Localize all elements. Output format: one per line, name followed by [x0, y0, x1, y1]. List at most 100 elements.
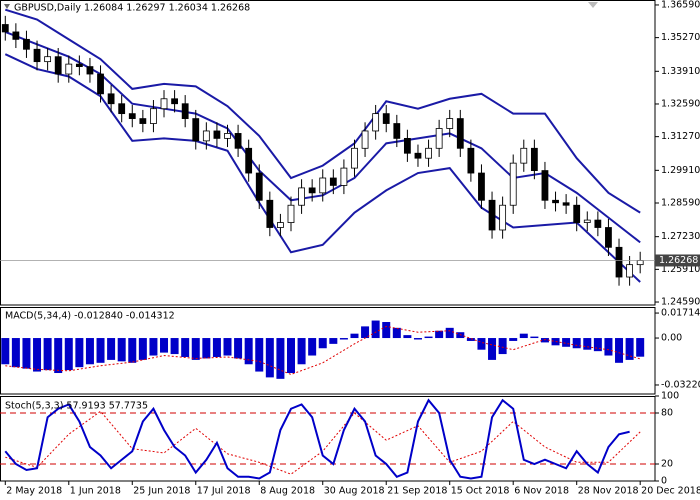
candle-body — [44, 56, 52, 63]
candle-body — [552, 199, 559, 204]
macd-bar — [636, 338, 645, 357]
candle-body — [181, 103, 189, 119]
candle-body — [54, 56, 62, 75]
macd-bar — [297, 338, 306, 365]
candle-body — [605, 227, 612, 248]
macd-bar — [54, 338, 63, 374]
macd-bar — [223, 338, 232, 356]
candle-body — [255, 172, 263, 201]
macd-bar — [583, 338, 592, 350]
candle-body — [488, 199, 496, 231]
symbol-icon — [4, 4, 10, 9]
y-tick-label: 1.27230 — [661, 231, 700, 242]
macd-bar — [22, 338, 31, 369]
main-title: GBPUSD,Daily 1.26084 1.26297 1.26034 1.2… — [14, 3, 250, 14]
candle-body — [86, 66, 94, 75]
macd-bar — [212, 338, 221, 357]
candle-body — [530, 147, 538, 171]
candle-body — [107, 93, 115, 105]
candle-body — [615, 246, 623, 278]
macd-bar — [255, 338, 264, 372]
x-tick-label: 25 Jun 2018 — [133, 486, 190, 497]
candle-body — [372, 113, 380, 132]
y-tick-label: 1.24590 — [661, 297, 700, 308]
candle-body — [171, 98, 178, 105]
macd-bar — [445, 327, 454, 339]
y-tick-label: 20 — [661, 459, 673, 470]
macd-bar — [509, 338, 518, 341]
macd-bar — [85, 338, 94, 365]
candle-body — [425, 147, 432, 159]
x-tick-label: 6 Nov 2018 — [514, 486, 569, 497]
candle-body — [65, 63, 73, 75]
candle-body — [202, 130, 210, 142]
macd-signal — [5, 325, 641, 376]
main-panel-frame — [0, 0, 656, 306]
macd-bar — [604, 338, 613, 356]
macd-bar — [477, 338, 486, 350]
macd-bar — [33, 338, 42, 372]
y-tick-label: 80 — [661, 408, 673, 419]
macd-bar — [382, 322, 391, 339]
macd-bar — [160, 338, 169, 353]
x-tick-label: 21 Sep 2018 — [387, 486, 447, 497]
stoch-title: Stoch(5,3,3) 57.9193 57.7735 — [5, 401, 148, 412]
macd-bar — [234, 338, 243, 359]
candle-body — [150, 108, 157, 124]
stoch-signal — [5, 410, 641, 475]
candle-body — [160, 98, 168, 110]
candle-body — [361, 130, 369, 149]
candle-body — [118, 103, 126, 115]
macd-bar — [149, 338, 158, 356]
bollinger-band — [4, 8, 641, 214]
candle-body — [583, 219, 591, 223]
candle-body — [224, 133, 231, 139]
macd-bar — [107, 338, 116, 360]
macd-bar — [530, 336, 539, 339]
macd-bar — [64, 338, 73, 371]
macd-bar — [138, 338, 147, 360]
macd-bar — [371, 320, 380, 339]
candle-body — [573, 204, 581, 223]
macd-panel-frame — [0, 307, 656, 395]
y-tick-label: 1.32590 — [661, 98, 700, 109]
candle-body — [509, 162, 517, 206]
candle-body — [467, 147, 475, 174]
x-tick-label: 8 Aug 2018 — [260, 486, 315, 497]
macd-bar — [572, 338, 581, 349]
candle-body — [75, 63, 83, 67]
x-tick-label: 17 Jul 2018 — [197, 486, 251, 497]
macd-bar — [191, 338, 200, 360]
macd-bar — [11, 338, 20, 368]
candle-body — [287, 204, 295, 223]
macd-bar — [339, 338, 348, 340]
candle-body — [382, 113, 390, 124]
macd-bar — [498, 338, 507, 355]
macd-bar — [244, 338, 253, 365]
candle-body — [234, 133, 242, 149]
macd-bar — [551, 338, 560, 346]
macd-bar — [625, 338, 634, 360]
candle-body — [277, 222, 284, 228]
macd-bar — [43, 338, 52, 371]
candle-body — [128, 113, 136, 119]
y-tick-label: 1.33910 — [661, 66, 700, 77]
candle-body — [23, 38, 30, 50]
candle-body — [594, 219, 602, 228]
candle-body — [213, 130, 221, 139]
macd-bar — [350, 333, 359, 339]
macd-bar — [424, 336, 433, 339]
macd-bar — [202, 338, 211, 359]
y-tick-label: 0.00 — [661, 333, 682, 344]
macd-bar — [615, 338, 624, 363]
candle-body — [33, 48, 41, 63]
candle-body — [308, 187, 316, 194]
y-tick-label: 1.35270 — [661, 32, 700, 43]
macd-bar — [75, 338, 84, 368]
macd-bar — [181, 338, 190, 357]
candle-body — [636, 260, 644, 266]
candle-body — [266, 199, 274, 228]
macd-bar — [329, 338, 338, 344]
